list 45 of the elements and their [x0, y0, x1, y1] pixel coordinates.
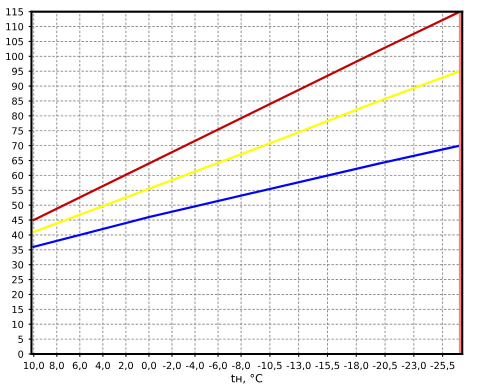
y-tick-label: 40	[12, 231, 24, 239]
y-tick-label: 10	[12, 320, 24, 328]
y-tick-label: 90	[12, 82, 24, 90]
x-tick-label: 0,0	[142, 362, 156, 370]
y-tick-label: 30	[12, 261, 24, 269]
y-tick-label: 15	[12, 306, 23, 314]
y-tick-label: 55	[12, 186, 23, 194]
x-tick-label: 2,0	[118, 362, 133, 370]
y-tick-label: 60	[12, 172, 24, 180]
x-tick-label: -18,0	[344, 362, 368, 370]
x-tick-label: -2,0	[162, 362, 181, 370]
line-series	[32, 70, 462, 234]
line-series	[32, 12, 462, 222]
y-tick-label: 105	[6, 38, 23, 46]
x-tick-label: -20,5	[372, 362, 397, 370]
x-tick-label: 6,0	[72, 362, 87, 370]
x-axis-title: tн, °C	[231, 374, 262, 384]
x-tick-label: -4,0	[186, 362, 204, 370]
x-tick-label: -8,0	[232, 362, 250, 370]
y-tick-label: 85	[12, 97, 23, 105]
y-tick-label: 25	[12, 276, 23, 284]
y-tick-label: 115	[6, 8, 23, 16]
x-tick-label: -15,5	[315, 362, 340, 370]
x-tick-label: -10,5	[258, 362, 282, 370]
line-series	[32, 144, 462, 248]
x-tick-label: -13,0	[286, 362, 311, 370]
y-tick-label: 20	[12, 290, 24, 298]
x-tick-label: 4,0	[96, 362, 110, 370]
y-tick-label: 0	[18, 350, 24, 358]
y-tick-label: 80	[12, 112, 24, 120]
x-tick-label: 8,0	[50, 362, 64, 370]
y-tick-label: 35	[12, 246, 23, 254]
y-tick-label: 100	[6, 52, 24, 60]
y-tick-label: 45	[12, 216, 23, 224]
x-tick-label: 10,0	[24, 362, 44, 370]
x-tick-label: -25,5	[430, 362, 454, 370]
x-tick-label: -6,0	[209, 362, 227, 370]
x-tick-label: -23,0	[402, 362, 426, 370]
y-tick-label: 95	[12, 68, 23, 76]
y-tick-label: 65	[12, 156, 23, 164]
y-tick-label: 75	[12, 127, 23, 135]
y-tick-label: 5	[18, 336, 23, 343]
y-tick-label: 70	[12, 142, 24, 150]
y-tick-label: 50	[12, 202, 24, 209]
y-tick-label: 110	[6, 23, 24, 30]
